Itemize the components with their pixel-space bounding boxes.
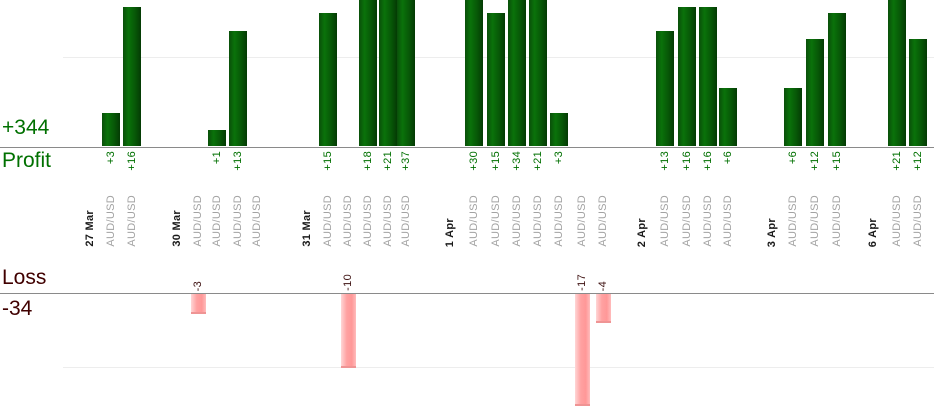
profit-bar-value: +21 [891, 151, 903, 171]
x-axis-pair-label: AUD/USD [468, 195, 480, 247]
loss-bar-value: -4 [597, 280, 609, 291]
x-axis-pair-label: AUD/USD [105, 195, 117, 247]
profit-bar[interactable] [888, 0, 906, 146]
profit-bar[interactable] [102, 113, 120, 146]
loss-bar-value: -17 [576, 274, 588, 291]
profit-bar-value: +16 [681, 151, 693, 171]
x-axis-pair-label: AUD/USD [722, 195, 734, 247]
x-axis-pair-label: AUD/USD [702, 195, 714, 247]
profit-bar-value: +34 [511, 151, 523, 171]
x-axis-pair-label: AUD/USD [681, 195, 693, 247]
loss-bar[interactable] [596, 294, 611, 323]
x-axis-date-label: 31 Mar [301, 210, 313, 247]
x-axis-pair-label: AUD/USD [211, 195, 223, 247]
x-axis-pair-label: AUD/USD [511, 195, 523, 247]
profit-bar-value: +12 [809, 151, 821, 171]
profit-bar[interactable] [359, 0, 377, 146]
profit-bar[interactable] [784, 88, 802, 146]
loss-bar-value: -3 [192, 280, 204, 291]
profit-bar[interactable] [508, 0, 526, 146]
profit-bar[interactable] [656, 31, 674, 146]
profit-bar[interactable] [529, 0, 547, 146]
profit-bar-value: +21 [382, 151, 394, 171]
x-axis-pair-label: AUD/USD [891, 195, 903, 247]
profit-bar-value: +21 [532, 151, 544, 171]
x-axis-pair-label: AUD/USD [251, 195, 263, 247]
loss-gridline [63, 367, 934, 368]
profit-bar-value: +15 [490, 151, 502, 171]
x-axis-pair-label: AUD/USD [553, 195, 565, 247]
profit-bar-value: +1 [211, 151, 223, 165]
profit-bar-value: +15 [322, 151, 334, 171]
profit-bar-value: +3 [553, 151, 565, 165]
loss-bar[interactable] [575, 294, 590, 406]
x-axis-pair-label: AUD/USD [912, 195, 924, 247]
x-axis-date-label: 30 Mar [171, 210, 183, 247]
x-axis-date-label: 2 Apr [636, 217, 648, 247]
x-axis-pair-label: AUD/USD [597, 195, 609, 247]
x-axis-pair-label: AUD/USD [809, 195, 821, 247]
x-axis-pair-label: AUD/USD [659, 195, 671, 247]
profit-bar[interactable] [465, 0, 483, 146]
profit-bar[interactable] [319, 13, 337, 146]
x-axis-pair-label: AUD/USD [232, 195, 244, 247]
profit-bar[interactable] [123, 7, 141, 146]
x-axis-pair-label: AUD/USD [382, 195, 394, 247]
profit-total-value: +344 [2, 116, 50, 139]
profit-zero-axis [0, 147, 934, 148]
profit-bar-value: +15 [831, 151, 843, 171]
profit-bar[interactable] [806, 39, 824, 146]
profit-bar-value: +18 [362, 151, 374, 171]
x-axis-pair-label: AUD/USD [576, 195, 588, 247]
x-axis-pair-label: AUD/USD [831, 195, 843, 247]
profit-bar[interactable] [719, 88, 737, 146]
profit-bar-value: +6 [787, 151, 799, 165]
loss-total-value: -34 [2, 297, 33, 320]
profit-bar-value: +3 [105, 151, 117, 165]
x-axis-pair-label: AUD/USD [126, 195, 138, 247]
loss-zero-axis [0, 293, 934, 294]
profit-bar[interactable] [397, 0, 415, 146]
profit-bar-value: +12 [912, 151, 924, 171]
x-axis-pair-label: AUD/USD [322, 195, 334, 247]
profit-bar[interactable] [379, 0, 397, 146]
x-axis-pair-label: AUD/USD [362, 195, 374, 247]
x-axis-pair-label: AUD/USD [490, 195, 502, 247]
profit-bar[interactable] [208, 130, 226, 146]
loss-bar[interactable] [341, 294, 356, 368]
profit-bar-value: +16 [126, 151, 138, 171]
x-axis-pair-label: AUD/USD [400, 195, 412, 247]
profit-bar-value: +13 [232, 151, 244, 171]
profit-bar[interactable] [229, 31, 247, 146]
profit-bar-value: +13 [659, 151, 671, 171]
profit-bar-value: +30 [468, 151, 480, 171]
profit-bar[interactable] [487, 13, 505, 146]
profit-bar[interactable] [678, 7, 696, 146]
profit-bar[interactable] [828, 13, 846, 146]
profit-bar[interactable] [909, 39, 927, 146]
profit-bar-value: +6 [722, 151, 734, 165]
profit-bar-value: +16 [702, 151, 714, 171]
profit-bar[interactable] [550, 113, 568, 146]
x-axis-pair-label: AUD/USD [342, 195, 354, 247]
x-axis-date-label: 27 Mar [84, 210, 96, 247]
x-axis-date-label: 3 Apr [766, 217, 778, 247]
profit-bar[interactable] [699, 7, 717, 146]
loss-axis-label: Loss [2, 266, 47, 289]
profit-axis-label: Profit [2, 149, 52, 172]
x-axis-pair-label: AUD/USD [192, 195, 204, 247]
profit-bar-value: +37 [400, 151, 412, 171]
loss-bar-value: -10 [342, 274, 354, 291]
x-axis-date-label: 6 Apr [867, 217, 879, 247]
x-axis-pair-label: AUD/USD [532, 195, 544, 247]
x-axis-date-label: 1 Apr [444, 217, 456, 247]
loss-bar[interactable] [191, 294, 206, 314]
x-axis-pair-label: AUD/USD [787, 195, 799, 247]
